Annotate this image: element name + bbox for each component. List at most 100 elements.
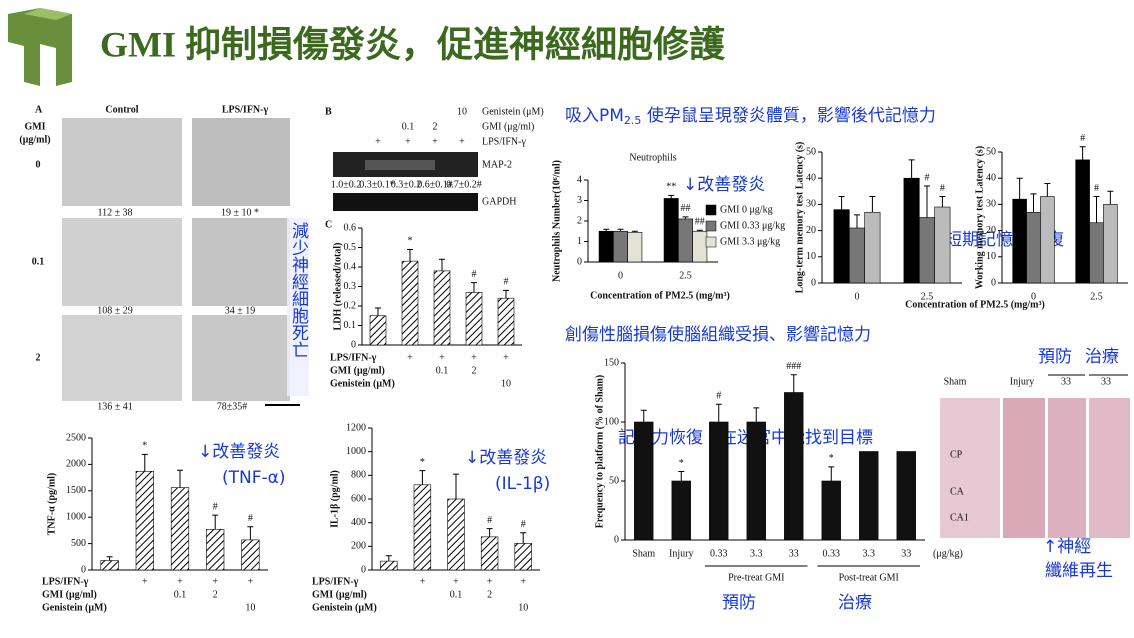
- significance: ##: [681, 203, 691, 214]
- count: 78±35#: [217, 401, 248, 412]
- error-bar: [715, 403, 722, 422]
- blot-ratio: 0.6±0.1#: [417, 179, 453, 190]
- significance: ##: [695, 217, 705, 228]
- y-tick-label: 0.2: [344, 300, 357, 311]
- condition-cell: +: [487, 576, 493, 587]
- legend-swatch: [705, 220, 717, 232]
- bar: [135, 470, 154, 571]
- y-tick-label: 400: [351, 517, 366, 528]
- y-tick-label: 1000: [346, 446, 366, 457]
- bar: [918, 217, 935, 284]
- significance: *: [829, 453, 834, 464]
- legend-label: GMI 3.3 μg/kg: [720, 236, 780, 247]
- y-tick-label: 2500: [66, 432, 86, 443]
- x-tick-label: 2.5: [1090, 291, 1103, 302]
- bar: [1089, 222, 1104, 284]
- significance: #: [521, 519, 526, 530]
- bar: [784, 392, 804, 541]
- blot-label: +: [432, 136, 438, 147]
- error-bar: [1079, 146, 1086, 160]
- bar: [447, 498, 465, 571]
- bar: [833, 209, 850, 284]
- bar: [1012, 198, 1027, 284]
- bar: [1103, 204, 1118, 284]
- micrographs: [62, 118, 300, 406]
- y-tick-label: 50: [806, 146, 816, 157]
- y-tick-label: 0.3: [344, 281, 357, 292]
- panel-label: B: [325, 106, 332, 117]
- y-tick-label: 500: [71, 538, 86, 549]
- error-bar: [603, 228, 610, 232]
- count: 34 ± 19: [225, 305, 256, 316]
- bar: [369, 315, 387, 346]
- significance: #: [1094, 183, 1099, 194]
- y-tick-label: 40: [986, 172, 996, 183]
- bar: [514, 543, 532, 571]
- logo: [8, 8, 72, 86]
- group-label: Post-treat GMI: [839, 572, 899, 583]
- error-bar: [419, 470, 426, 485]
- condition-cell: +: [453, 576, 459, 587]
- condition-label: GMI (μg/ml): [312, 589, 367, 600]
- error-bar: [385, 555, 392, 562]
- condition-cell: 2: [487, 589, 492, 600]
- y-tick-label: 1200: [346, 422, 366, 433]
- significance: *: [142, 441, 147, 452]
- error-bar: [247, 526, 254, 540]
- bar: [627, 231, 643, 263]
- error-bar: [908, 159, 915, 179]
- error-bar: [869, 196, 876, 213]
- y-axis-label: IL-1β (pg/ml): [329, 470, 340, 528]
- bar: [206, 529, 225, 571]
- bar: [896, 451, 916, 541]
- x-tick-label: 0.33: [823, 548, 841, 559]
- y-tick-label: 0.6: [344, 222, 357, 233]
- bar: [903, 177, 920, 284]
- y-tick-label: 600: [351, 493, 366, 504]
- blot-ratio: 1.0±0.2: [331, 179, 362, 190]
- annotation: 治療: [838, 593, 872, 613]
- histology-label: 33: [1061, 376, 1071, 387]
- error-bar: [924, 185, 930, 218]
- y-tick-label: 200: [351, 541, 366, 552]
- blot-label: Genistein (μM): [482, 106, 544, 117]
- condition-label: Genistein (μM): [42, 602, 107, 613]
- significance: **: [666, 182, 676, 193]
- error-bar: [640, 409, 647, 422]
- significance: #: [1080, 133, 1085, 144]
- error-bar: [453, 473, 459, 499]
- condition-label: Genistein (μM): [330, 378, 395, 389]
- error-bar: [141, 453, 148, 472]
- y-tick-label: 0.1: [344, 320, 357, 331]
- bar: [480, 536, 499, 571]
- condition-cell: +: [407, 352, 413, 363]
- bar: [634, 421, 654, 541]
- y-tick-label: 1500: [66, 485, 86, 496]
- bar: [864, 211, 881, 284]
- slide-title: GMI 抑制損傷發炎，促進神經細胞修護: [100, 24, 726, 64]
- condition-label: LPS/IFN-γ: [42, 576, 89, 587]
- y-axis-label: Neutrophils Number(10⁶/ml): [551, 160, 562, 282]
- y-tick-label: 10: [986, 251, 996, 262]
- y-tick-label: 800: [351, 470, 366, 481]
- significance: #: [487, 515, 492, 526]
- condition-cell: +: [142, 576, 148, 587]
- bar: [1040, 196, 1055, 284]
- error-bar: [790, 374, 797, 393]
- error-bar: [1030, 193, 1037, 213]
- error-bar: [1107, 190, 1114, 205]
- annotation: 減少神經細胞死亡: [288, 222, 309, 358]
- count: 136 ± 41: [97, 401, 133, 412]
- y-tick-label: 2000: [66, 459, 86, 470]
- error-bar: [696, 229, 703, 232]
- condition-cell: 0.1: [174, 589, 187, 600]
- y-tick-label: 0.4: [344, 261, 357, 272]
- blot-label: LPS/IFN-γ: [482, 136, 526, 147]
- histology-label: Injury: [1010, 376, 1034, 387]
- y-tick-label: 2: [577, 215, 582, 226]
- error-bar: [439, 258, 445, 271]
- significance: #: [940, 183, 945, 194]
- bar: [848, 227, 865, 284]
- condition-cell: 0.1: [450, 589, 463, 600]
- histology-label: 33: [1101, 376, 1111, 387]
